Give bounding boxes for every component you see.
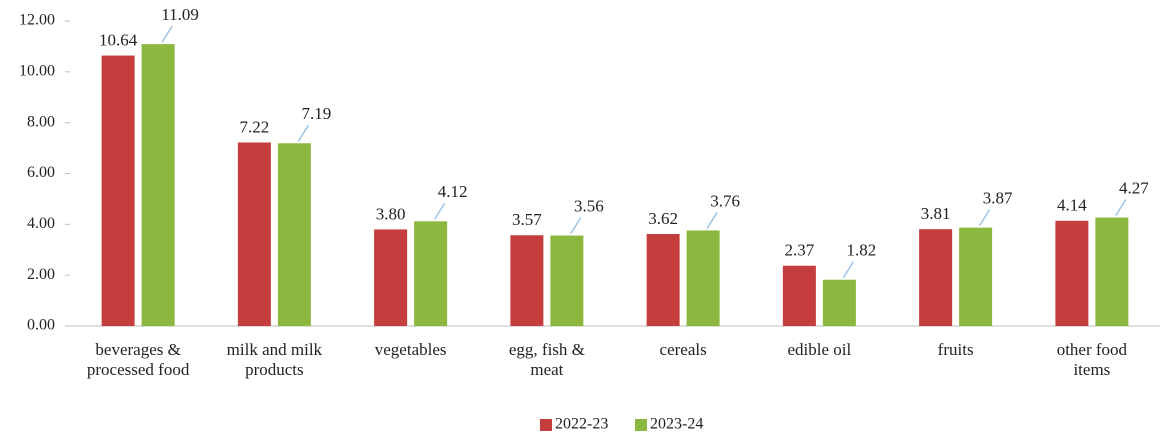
data-label: 3.62 — [648, 209, 678, 228]
leader-line — [1115, 199, 1127, 216]
leader-line — [570, 217, 582, 234]
bar — [414, 221, 448, 326]
x-tick-label: fruits — [938, 340, 974, 359]
bar — [782, 265, 816, 326]
data-label: 11.09 — [161, 5, 199, 24]
bar — [550, 235, 584, 326]
bar — [374, 229, 408, 326]
data-label: 3.80 — [376, 204, 406, 223]
y-tick-label: 8.00 — [27, 113, 55, 130]
data-label: 1.82 — [847, 241, 877, 260]
x-tick-label: egg, fish & — [509, 340, 585, 359]
bar — [919, 229, 953, 326]
x-tick-label: processed food — [87, 360, 190, 379]
leader-line — [297, 124, 310, 142]
legend-label: 2022-23 — [555, 416, 608, 433]
x-tick-label: edible oil — [788, 340, 852, 359]
y-tick-label: 10.00 — [19, 63, 55, 80]
x-tick-label: milk and milk — [227, 340, 323, 359]
data-label: 7.19 — [302, 104, 332, 123]
data-label: 7.22 — [240, 117, 270, 136]
legend-swatch — [635, 419, 647, 431]
leader-line — [433, 202, 446, 220]
data-label: 3.81 — [921, 204, 951, 223]
leader-line — [706, 212, 718, 229]
y-tick-label: 6.00 — [27, 164, 55, 181]
bar — [822, 279, 856, 326]
bar — [686, 230, 720, 326]
bar — [277, 143, 311, 326]
bar — [959, 227, 993, 326]
bar — [646, 233, 680, 326]
y-tick-label: 4.00 — [27, 215, 55, 232]
leader-line — [161, 25, 173, 43]
x-tick-label: products — [245, 360, 304, 379]
x-tick-label: meat — [530, 360, 563, 379]
x-tick-label: vegetables — [375, 340, 447, 359]
legend-label: 2023-24 — [650, 416, 703, 433]
bar — [510, 235, 544, 326]
bar — [1095, 217, 1129, 326]
leader-line — [978, 209, 991, 227]
legend-swatch — [540, 419, 552, 431]
x-tick-label: beverages & — [95, 340, 180, 359]
data-label: 3.56 — [574, 196, 604, 215]
data-label: 3.87 — [983, 189, 1013, 208]
data-label: 3.57 — [512, 210, 542, 229]
data-label: 3.76 — [710, 191, 740, 210]
y-tick-label: 2.00 — [27, 266, 55, 283]
data-label: 10.64 — [99, 30, 138, 49]
bar — [237, 142, 271, 326]
x-tick-label: items — [1073, 360, 1110, 379]
x-tick-label: other food — [1057, 340, 1128, 359]
data-label: 4.27 — [1119, 178, 1149, 197]
bar — [101, 55, 135, 327]
y-tick-label: 12.00 — [19, 12, 55, 29]
x-tick-label: cereals — [660, 340, 707, 359]
data-label: 2.37 — [785, 241, 815, 260]
data-label: 4.14 — [1057, 196, 1087, 215]
data-label: 4.12 — [438, 182, 468, 201]
bar — [1055, 220, 1089, 326]
bar — [141, 44, 175, 327]
y-tick-label: 0.00 — [27, 317, 55, 334]
leader-line — [842, 261, 855, 279]
